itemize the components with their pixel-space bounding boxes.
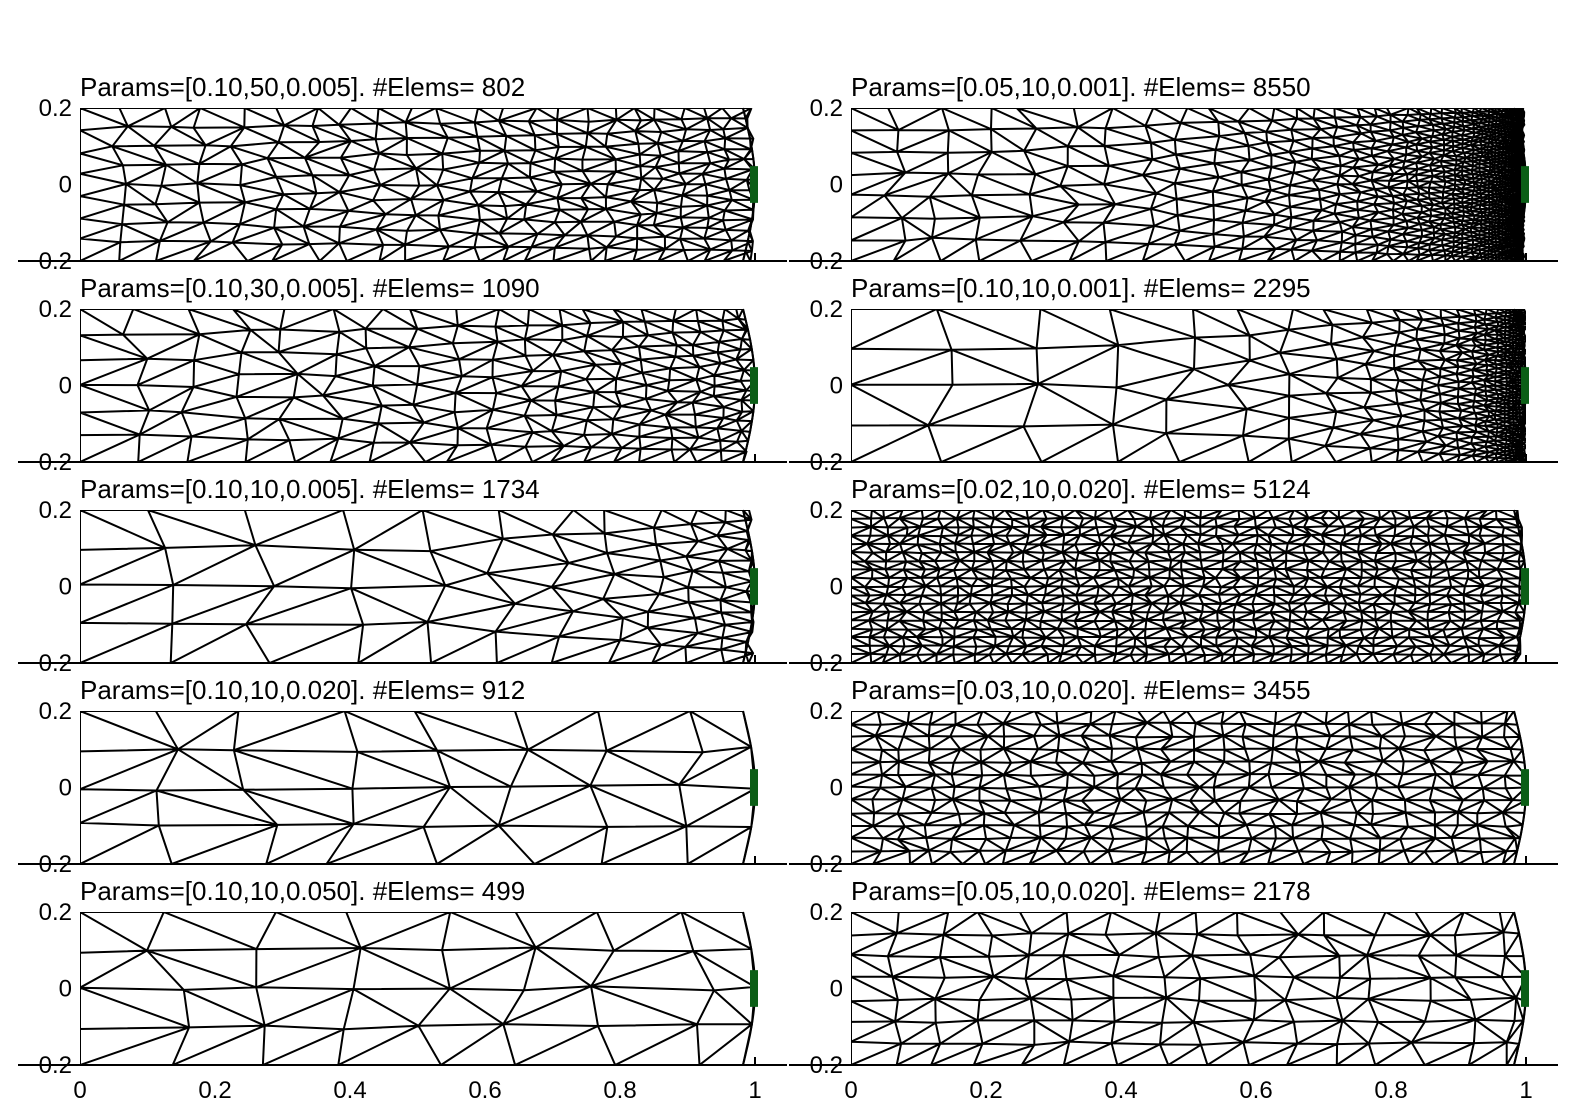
- y-tick-label: −0.2: [25, 1052, 72, 1079]
- boundary-marker: [750, 769, 758, 806]
- mesh-edges: [851, 912, 1526, 1065]
- x-tick-label: 0.6: [468, 1077, 501, 1104]
- y-tick-label: 0.2: [810, 497, 843, 524]
- y-tick-label: 0.2: [39, 899, 72, 926]
- mesh-triangulation: [851, 912, 1526, 1065]
- y-tick-label: 0.2: [810, 899, 843, 926]
- mesh-edges: [851, 510, 1526, 663]
- mesh-edges: [851, 711, 1526, 864]
- y-tick-label: 0.2: [810, 698, 843, 725]
- mesh-panel: Params=[0.10,50,0.005]. #Elems= 802 0.2 0 −…: [18, 72, 787, 275]
- boundary-marker: [1521, 769, 1529, 806]
- y-tick-label: 0.2: [39, 497, 72, 524]
- mesh-triangulation: [80, 510, 755, 663]
- mesh-panel: Params=[0.05,10,0.001]. #Elems= 8550 0.2 0…: [789, 72, 1558, 275]
- panel-title: Params=[0.10,10,0.050]. #Elems= 499: [80, 876, 525, 906]
- mesh-triangulation: [851, 711, 1526, 864]
- mesh-edges: [80, 711, 755, 864]
- panel-title: Params=[0.10,10,0.005]. #Elems= 1734: [80, 474, 540, 504]
- mesh-edges: [80, 309, 755, 462]
- panel-title: Params=[0.03,10,0.020]. #Elems= 3455: [851, 675, 1311, 705]
- x-tick-label: 0.6: [1239, 1077, 1272, 1104]
- y-tick-label: 0.2: [810, 296, 843, 323]
- mesh-triangulation: [80, 108, 755, 261]
- y-tick-label: 0.2: [39, 296, 72, 323]
- y-tick-label: −0.2: [796, 449, 843, 476]
- y-tick-label: 0: [830, 775, 843, 802]
- y-tick-label: 0: [59, 976, 72, 1003]
- mesh-panel: Params=[0.05,10,0.020]. #Elems= 2178 0.2 0…: [789, 876, 1558, 1079]
- mesh-triangulation: [80, 711, 755, 864]
- boundary-marker: [750, 166, 758, 203]
- panel-title: Params=[0.10,30,0.005]. #Elems= 1090: [80, 273, 540, 303]
- mesh-triangulation: [851, 108, 1526, 261]
- boundary-marker: [750, 970, 758, 1007]
- panel-title: Params=[0.05,10,0.020]. #Elems= 2178: [851, 876, 1311, 906]
- mesh-edges: [80, 108, 755, 261]
- mesh-edges: [80, 912, 755, 1065]
- panel-title: Params=[0.10,50,0.005]. #Elems= 802: [80, 72, 525, 102]
- y-tick-label: −0.2: [796, 1052, 843, 1079]
- y-tick-label: 0: [830, 373, 843, 400]
- mesh-triangulation: [851, 309, 1526, 462]
- y-tick-label: 0.2: [39, 95, 72, 122]
- mesh-panel: Params=[0.10,10,0.001]. #Elems= 2295 0.2 0…: [789, 273, 1558, 476]
- x-tick-label: 0: [73, 1077, 86, 1104]
- y-tick-label: 0: [830, 976, 843, 1003]
- x-tick-label: 0.8: [603, 1077, 636, 1104]
- y-tick-label: −0.2: [25, 650, 72, 677]
- mesh-edges: [851, 108, 1526, 261]
- panel-title: Params=[0.05,10,0.001]. #Elems= 8550: [851, 72, 1311, 102]
- x-tick-label: 0.2: [969, 1077, 1002, 1104]
- mesh-edges: [80, 510, 755, 663]
- y-tick-label: 0: [59, 172, 72, 199]
- x-tick-label: 0.4: [1104, 1077, 1137, 1104]
- y-tick-label: 0: [59, 775, 72, 802]
- y-tick-label: 0: [830, 574, 843, 601]
- panel-title: Params=[0.02,10,0.020]. #Elems= 5124: [851, 474, 1311, 504]
- boundary-marker: [1521, 568, 1529, 605]
- x-tick-label: 1: [748, 1077, 761, 1104]
- boundary-marker: [750, 367, 758, 404]
- x-tick-label: 1: [1519, 1077, 1532, 1104]
- mesh-triangulation: [851, 510, 1526, 663]
- mesh-edges: [851, 309, 1526, 462]
- y-tick-label: 0.2: [810, 95, 843, 122]
- y-tick-label: −0.2: [796, 851, 843, 878]
- x-tick-label: 0: [844, 1077, 857, 1104]
- mesh-panel: Params=[0.10,10,0.050]. #Elems= 499 0.2 0 −…: [18, 876, 787, 1079]
- panel-title: Params=[0.10,10,0.001]. #Elems= 2295: [851, 273, 1311, 303]
- mesh-triangulation: [80, 912, 755, 1065]
- y-tick-label: −0.2: [25, 248, 72, 275]
- boundary-marker: [1521, 367, 1529, 404]
- mesh-panel: Params=[0.03,10,0.020]. #Elems= 3455 0.2 0…: [789, 675, 1558, 878]
- boundary-marker: [1521, 970, 1529, 1007]
- y-tick-label: 0: [59, 574, 72, 601]
- boundary-marker: [750, 568, 758, 605]
- mesh-triangulation: [80, 309, 755, 462]
- y-tick-label: 0: [830, 172, 843, 199]
- boundary-marker: [1521, 166, 1529, 203]
- y-tick-label: 0.2: [39, 698, 72, 725]
- mesh-panel: Params=[0.10,10,0.020]. #Elems= 912 0.2 0 −…: [18, 675, 787, 878]
- y-tick-label: −0.2: [796, 650, 843, 677]
- y-tick-label: 0: [59, 373, 72, 400]
- x-tick-label: 0.2: [198, 1077, 231, 1104]
- y-tick-label: −0.2: [25, 851, 72, 878]
- mesh-panel: Params=[0.02,10,0.020]. #Elems= 5124 0.2 0…: [789, 474, 1558, 677]
- x-tick-label: 0.4: [333, 1077, 366, 1104]
- y-tick-label: −0.2: [796, 248, 843, 275]
- x-tick-label: 0.8: [1374, 1077, 1407, 1104]
- panel-title: Params=[0.10,10,0.020]. #Elems= 912: [80, 675, 525, 705]
- mesh-panel: Params=[0.10,30,0.005]. #Elems= 1090 0.2 0…: [18, 273, 787, 476]
- mesh-panel: Params=[0.10,10,0.005]. #Elems= 1734 0.2 0…: [18, 474, 787, 677]
- y-tick-label: −0.2: [25, 449, 72, 476]
